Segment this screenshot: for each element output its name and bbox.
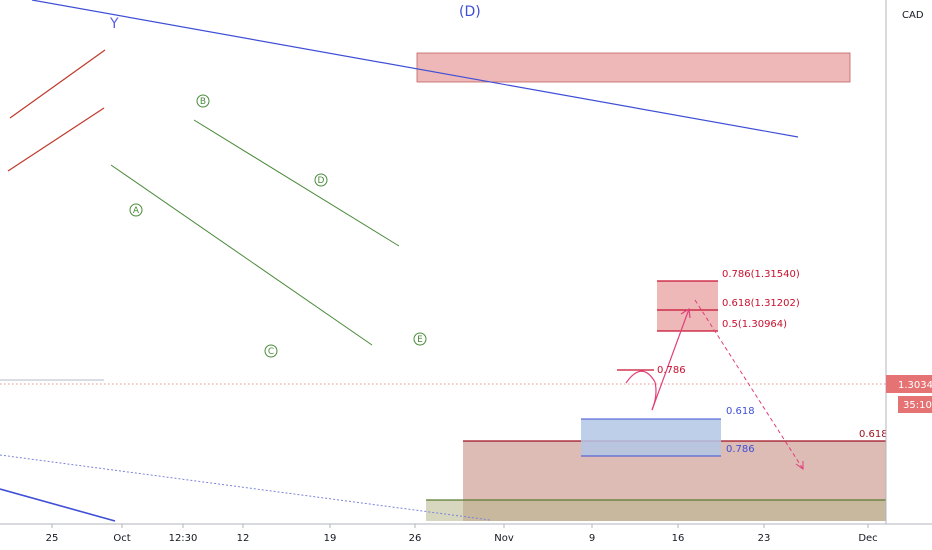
time-tick-label: 12:30 xyxy=(169,533,198,544)
green-channel-upper xyxy=(193,119,400,247)
fib-label-786-blue: 0.786 xyxy=(726,444,755,455)
countdown-value: 35:10 xyxy=(903,400,932,411)
time-axis[interactable]: 25 Oct 12:30 12 19 26 Nov 9 16 23 Dec xyxy=(0,523,932,550)
blue-trendline xyxy=(31,0,799,138)
blue-lower-trendline xyxy=(0,488,116,522)
fib-label-618-right: 0.618 xyxy=(859,429,888,440)
red-channel-lower xyxy=(7,107,105,172)
green-channel-lower xyxy=(110,164,373,346)
fib-label-5-top: 0.5(1.30964) xyxy=(722,319,787,330)
time-tick-label: 25 xyxy=(46,533,59,544)
time-tick-label: 12 xyxy=(237,533,250,544)
time-tick-label: Nov xyxy=(494,533,514,544)
projection-down-arrowhead xyxy=(795,461,804,470)
wave-label-e: E xyxy=(417,335,423,345)
wave-circle-d xyxy=(314,173,328,187)
time-tick-label: 26 xyxy=(409,533,422,544)
time-tick-label: 23 xyxy=(758,533,771,544)
blue-zone xyxy=(581,419,721,456)
fib-label-618-top: 0.618(1.31202) xyxy=(722,298,800,309)
current-price-tag xyxy=(886,375,932,393)
time-axis-bg xyxy=(0,524,932,550)
wave-circle-b xyxy=(196,94,210,108)
time-tick-label: 9 xyxy=(589,533,595,544)
fib-label-786-top: 0.786(1.31540) xyxy=(722,269,800,280)
time-tick-label: Dec xyxy=(858,533,877,544)
resistance-zone xyxy=(416,52,851,83)
current-price-value: 1.30346 xyxy=(898,380,932,391)
currency-label: CAD xyxy=(902,10,924,21)
wave-label-y: Y xyxy=(109,16,119,32)
fib-target-zone xyxy=(657,281,718,331)
time-tick-label: 16 xyxy=(672,533,685,544)
price-axis-bg xyxy=(886,0,932,524)
wave-label-c: C xyxy=(268,347,274,357)
wave-label-b: B xyxy=(200,97,206,107)
projection-down-arrow xyxy=(694,299,804,470)
fib-label-618-blue: 0.618 xyxy=(726,406,755,417)
wave-label-d-major: (D) xyxy=(459,4,481,20)
fib-label-786-mid: 0.786 xyxy=(657,365,686,376)
price-axis[interactable]: CAD 1.345001.340001.335001.330001.325001… xyxy=(885,0,932,524)
wave-label-a: A xyxy=(133,206,140,216)
support-zone-green xyxy=(426,500,886,521)
projection-arrows xyxy=(625,299,804,470)
countdown-tag xyxy=(898,396,932,413)
time-tick-label: 19 xyxy=(324,533,337,544)
projection-up-arrowhead xyxy=(680,307,691,319)
projection-up-arrow xyxy=(651,308,690,411)
wave-circle-a xyxy=(129,203,143,217)
wave-circle-e xyxy=(413,332,427,346)
projection-curve xyxy=(625,370,656,384)
red-channel-upper xyxy=(9,49,106,119)
wave-label-d: D xyxy=(318,176,325,186)
time-tick-label: Oct xyxy=(113,533,130,544)
wave-circle-c xyxy=(264,344,278,358)
